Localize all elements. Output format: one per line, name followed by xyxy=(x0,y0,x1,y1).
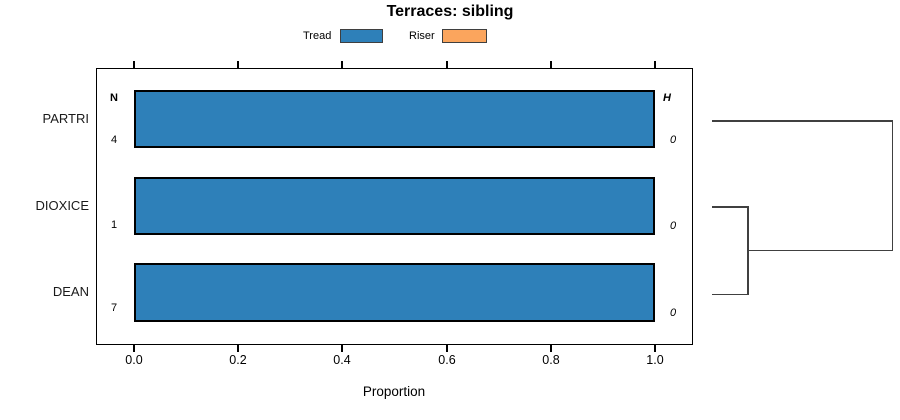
top-tick-1.0 xyxy=(654,61,656,68)
n-value-dean: 7 xyxy=(110,302,118,314)
h-column-header: H xyxy=(663,92,671,104)
dendrogram-leaf-dioxice xyxy=(712,206,748,208)
bottom-tick-0.8 xyxy=(550,345,552,352)
row-label-dean: DEAN xyxy=(52,284,89,299)
legend-label-riser: Riser xyxy=(409,30,435,42)
h-value-dioxice: 0 xyxy=(669,220,677,232)
dendrogram-root-link xyxy=(748,249,893,251)
legend-swatch-riser xyxy=(442,29,487,43)
top-tick-0.0 xyxy=(133,61,135,68)
h-value-dean: 0 xyxy=(669,307,677,319)
bar-tread-dean xyxy=(134,263,655,322)
bottom-tick-0.6 xyxy=(446,345,448,352)
bottom-tick-0.2 xyxy=(237,345,239,352)
bar-tread-dioxice xyxy=(134,177,655,235)
top-tick-0.6 xyxy=(446,61,448,68)
top-tick-0.8 xyxy=(550,61,552,68)
x-tick-label: 0.2 xyxy=(229,353,247,367)
top-tick-0.4 xyxy=(341,61,343,68)
legend-label-tread: Tread xyxy=(303,30,332,42)
dendrogram-leaf-partri xyxy=(712,120,893,122)
bottom-tick-0.4 xyxy=(341,345,343,352)
dendrogram-cluster-vertical xyxy=(747,206,749,295)
bottom-tick-0.0 xyxy=(133,345,135,352)
chart-title: Terraces: sibling xyxy=(386,3,514,20)
x-tick-label: 0.6 xyxy=(438,353,456,367)
row-label-partri: PARTRI xyxy=(42,111,89,126)
dendrogram-leaf-dean xyxy=(712,293,748,295)
n-value-partri: 4 xyxy=(110,134,118,146)
top-tick-0.2 xyxy=(237,61,239,68)
bar-tread-partri xyxy=(134,90,655,148)
n-column-header: N xyxy=(110,92,118,104)
x-axis-title: Proportion xyxy=(362,384,426,399)
x-tick-label: 0.4 xyxy=(333,353,351,367)
plot-frame xyxy=(96,68,693,345)
h-value-partri: 0 xyxy=(669,134,677,146)
bottom-tick-1.0 xyxy=(654,345,656,352)
x-tick-label: 0.0 xyxy=(125,353,143,367)
dendrogram-root-vertical xyxy=(891,120,893,251)
n-value-dioxice: 1 xyxy=(110,219,118,231)
legend-swatch-tread xyxy=(340,29,383,43)
x-tick-label: 1.0 xyxy=(646,353,664,367)
row-label-dioxice: DIOXICE xyxy=(35,198,89,213)
x-tick-label: 0.8 xyxy=(542,353,560,367)
